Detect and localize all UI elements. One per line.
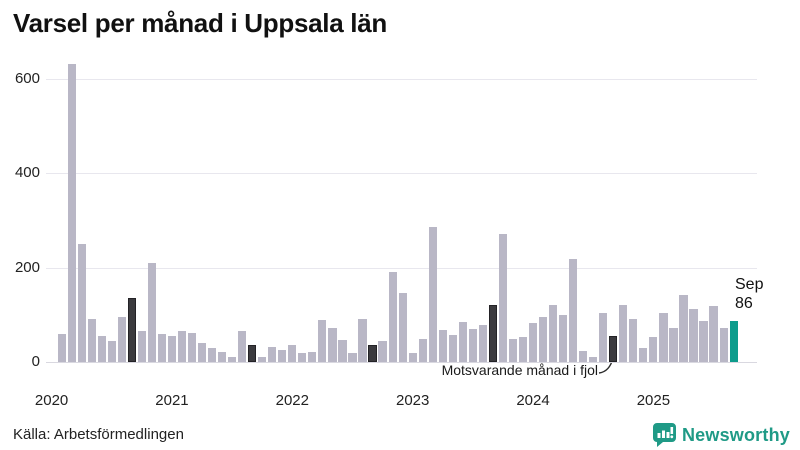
bar-2023-01 xyxy=(408,352,417,362)
bar-2022-12 xyxy=(398,293,407,362)
current-month-value: 86 xyxy=(735,295,753,312)
bar-2021-09 xyxy=(248,345,257,362)
current-month-name: Sep xyxy=(735,276,764,293)
bar-2023-12 xyxy=(518,336,528,362)
y-tick-400: 400 xyxy=(14,164,40,181)
x-tick-2025: 2025 xyxy=(636,392,671,409)
bar-2024-07 xyxy=(589,356,598,362)
bar-2023-02 xyxy=(418,339,427,362)
bar-2020-02 xyxy=(57,333,66,362)
bar-2023-10 xyxy=(498,234,508,362)
bar-2020-03 xyxy=(67,64,76,362)
bar-2020-10 xyxy=(137,331,146,362)
gridline-400 xyxy=(46,173,757,174)
bar-2024-09 xyxy=(609,335,618,362)
bar-2025-08 xyxy=(719,327,728,362)
bar-2025-02 xyxy=(659,312,668,362)
bar-2021-02 xyxy=(177,331,187,362)
bar-2021-06 xyxy=(218,351,227,362)
bar-2024-10 xyxy=(619,305,628,362)
bar-2024-02 xyxy=(538,317,548,362)
bar-2024-01 xyxy=(528,322,538,362)
bar-2020-05 xyxy=(87,319,96,362)
bar-2022-11 xyxy=(388,272,397,362)
y-tick-200: 200 xyxy=(14,258,40,276)
bar-2023-09 xyxy=(488,305,497,362)
bar-2020-07 xyxy=(107,340,116,362)
bar-2024-12 xyxy=(639,348,648,362)
bar-2022-06 xyxy=(338,340,347,362)
y-tick-600: 600 xyxy=(14,69,40,87)
newsworthy-bubble-chart-icon xyxy=(652,423,676,447)
y-tick-0: 0 xyxy=(31,353,40,370)
annotation-last-year: Motsvarande månad i fjol xyxy=(441,362,598,378)
bar-2025-09 xyxy=(729,321,738,362)
bar-2022-07 xyxy=(348,352,357,362)
bar-2023-11 xyxy=(508,339,518,362)
bar-2024-08 xyxy=(599,313,608,362)
bar-2025-01 xyxy=(649,337,658,362)
newsworthy-logo: Newsworthy xyxy=(652,423,790,447)
current-month-label: Sep 86 xyxy=(735,275,763,313)
bar-2023-04 xyxy=(438,329,447,362)
gridline-0 xyxy=(46,362,757,363)
bar-2025-05 xyxy=(689,308,698,362)
x-tick-2021: 2021 xyxy=(155,392,189,409)
bar-2021-11 xyxy=(268,346,277,362)
x-tick-2022: 2022 xyxy=(275,392,309,409)
bar-2020-06 xyxy=(97,336,106,362)
bar-2023-06 xyxy=(458,321,467,362)
bar-2021-08 xyxy=(238,331,247,362)
x-tick-2020: 2020 xyxy=(34,392,69,409)
bar-2022-01 xyxy=(288,344,297,362)
bar-2021-12 xyxy=(278,349,287,362)
bar-2020-09 xyxy=(127,298,136,362)
brand-name: Newsworthy xyxy=(681,424,790,445)
bar-2024-06 xyxy=(579,351,588,362)
bar-2020-08 xyxy=(117,317,126,362)
bar-2023-05 xyxy=(448,335,457,362)
bar-2022-05 xyxy=(328,327,337,362)
bar-2023-07 xyxy=(468,328,477,362)
gridline-600 xyxy=(46,78,757,80)
source-note: Källa: Arbetsförmedlingen xyxy=(13,426,184,443)
bar-2021-10 xyxy=(258,357,267,362)
bar-2022-03 xyxy=(308,351,317,362)
bar-2021-04 xyxy=(197,343,207,362)
bar-2022-10 xyxy=(378,341,387,362)
bar-2025-03 xyxy=(669,327,678,362)
bar-2020-12 xyxy=(157,333,167,362)
bar-2022-02 xyxy=(298,352,307,362)
bar-2023-03 xyxy=(428,227,437,362)
bar-2023-08 xyxy=(478,325,487,362)
x-tick-2024: 2024 xyxy=(516,392,550,409)
bar-2020-11 xyxy=(147,262,156,362)
bar-2021-01 xyxy=(167,336,177,362)
bar-2021-03 xyxy=(187,332,197,362)
bar-2025-04 xyxy=(679,294,688,362)
bar-2020-04 xyxy=(77,243,86,362)
bar-2024-05 xyxy=(569,258,578,362)
bar-2025-06 xyxy=(699,320,708,362)
bar-2024-11 xyxy=(629,319,638,362)
gridline-200 xyxy=(46,267,757,269)
bar-2024-04 xyxy=(559,314,568,362)
bar-2022-09 xyxy=(368,345,377,362)
bar-2021-07 xyxy=(228,357,237,362)
bar-2025-07 xyxy=(709,306,718,362)
bar-2021-05 xyxy=(207,347,217,362)
bar-2022-04 xyxy=(318,320,327,362)
x-tick-2023: 2023 xyxy=(395,392,430,409)
page-title: Varsel per månad i Uppsala län xyxy=(13,8,387,38)
bar-2022-08 xyxy=(358,318,367,362)
bar-2024-03 xyxy=(549,305,558,362)
